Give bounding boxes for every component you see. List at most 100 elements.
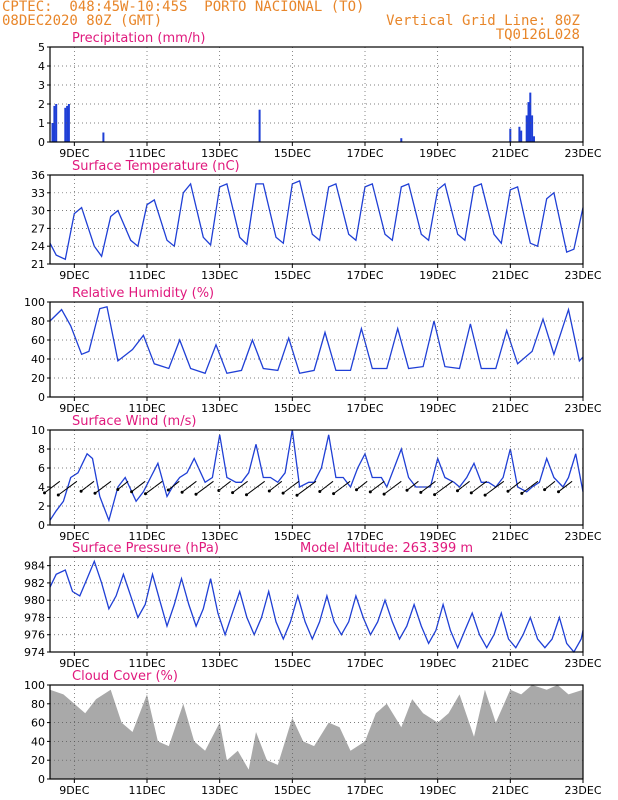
precip-bar bbox=[531, 115, 534, 142]
y-tick-label: 0 bbox=[38, 136, 45, 149]
wind-arrow bbox=[507, 480, 522, 492]
precip-bar bbox=[525, 115, 528, 142]
wind-arrow-head bbox=[368, 490, 372, 494]
header-grid-line: Vertical Grid Line: 80Z bbox=[386, 13, 580, 29]
x-tick-label: 11DEC bbox=[128, 147, 165, 160]
x-tick-label: 13DEC bbox=[201, 269, 238, 282]
cloud-cover-area bbox=[50, 685, 583, 779]
x-tick-label: 15DEC bbox=[274, 530, 311, 543]
wind-arrow-head bbox=[295, 493, 299, 497]
wind-arrow-head bbox=[355, 488, 358, 492]
y-tick-label: 6 bbox=[38, 462, 45, 475]
y-tick-label: 20 bbox=[31, 754, 45, 767]
y-tick-label: 20 bbox=[31, 372, 45, 385]
x-tick-label: 13DEC bbox=[201, 784, 238, 797]
panel-title: Surface Temperature (nC) bbox=[72, 159, 240, 174]
y-tick-label: 2 bbox=[38, 500, 45, 513]
wind-arrow-head bbox=[231, 491, 235, 495]
precip-bar bbox=[51, 123, 54, 142]
y-tick-label: 982 bbox=[24, 577, 45, 590]
wind-arrow-head bbox=[433, 493, 437, 497]
y-tick-label: 80 bbox=[31, 698, 45, 711]
panel-6 bbox=[47, 684, 584, 783]
wind-arrow-head bbox=[79, 489, 83, 493]
wind-arrow bbox=[117, 480, 129, 490]
wind-arrow bbox=[383, 480, 402, 495]
x-tick-label: 11DEC bbox=[128, 402, 165, 415]
y-tick-label: 2 bbox=[38, 98, 45, 111]
panel-4 bbox=[43, 429, 584, 529]
panel-frame bbox=[49, 174, 584, 265]
x-tick-label: 21DEC bbox=[492, 269, 529, 282]
y-tick-label: 978 bbox=[24, 611, 45, 624]
y-tick-label: 5 bbox=[38, 41, 45, 54]
panel-5 bbox=[47, 556, 584, 656]
wind-arrow bbox=[44, 480, 61, 494]
y-tick-label: 984 bbox=[24, 560, 45, 573]
precip-bar bbox=[400, 138, 403, 142]
x-tick-label: 9DEC bbox=[59, 147, 89, 160]
panel-annotation: Model Altitude: 263.399 m bbox=[300, 541, 473, 556]
x-tick-label: 15DEC bbox=[274, 147, 311, 160]
wind-arrow bbox=[145, 480, 163, 495]
x-tick-label: 13DEC bbox=[201, 402, 238, 415]
y-tick-label: 3 bbox=[38, 79, 45, 92]
wind-arrow-head bbox=[130, 490, 134, 494]
precip-bar bbox=[55, 104, 58, 142]
x-tick-label: 11DEC bbox=[128, 530, 165, 543]
x-tick-label: 11DEC bbox=[128, 269, 165, 282]
wind-arrow-head bbox=[267, 489, 271, 493]
wind-arrow-head bbox=[144, 492, 147, 496]
wind-arrow-head bbox=[520, 491, 524, 495]
x-tick-label: 17DEC bbox=[346, 530, 383, 543]
wind-arrow bbox=[181, 480, 197, 493]
panel-frame bbox=[49, 684, 584, 780]
wind-arrow-head bbox=[469, 491, 473, 495]
y-tick-label: 27 bbox=[31, 222, 45, 235]
panel-title: Surface Pressure (hPa) bbox=[72, 541, 219, 556]
wind-arrow-head bbox=[43, 491, 46, 495]
wind-arrow-head bbox=[483, 493, 487, 497]
x-tick-label: 21DEC bbox=[492, 402, 529, 415]
wind-arrow bbox=[58, 480, 78, 496]
wind-arrow bbox=[232, 480, 248, 493]
wind-arrow-head bbox=[419, 490, 423, 494]
wind-arrow-head bbox=[194, 492, 198, 496]
precip-bar bbox=[520, 130, 523, 142]
y-tick-label: 100 bbox=[24, 296, 45, 309]
wind-arrow bbox=[544, 480, 556, 490]
x-tick-label: 21DEC bbox=[492, 657, 529, 670]
panel-3 bbox=[47, 301, 584, 401]
y-tick-label: 100 bbox=[24, 679, 45, 692]
x-tick-label: 11DEC bbox=[128, 784, 165, 797]
y-tick-label: 24 bbox=[31, 240, 45, 253]
wind-arrow-head bbox=[332, 492, 336, 496]
x-tick-label: 21DEC bbox=[492, 530, 529, 543]
y-tick-label: 8 bbox=[38, 443, 45, 456]
x-tick-label: 13DEC bbox=[201, 657, 238, 670]
wind-arrow-head bbox=[180, 490, 184, 494]
panel-title: Surface Wind (m/s) bbox=[72, 414, 196, 429]
wind-arrow bbox=[319, 480, 334, 492]
wind-arrow-head bbox=[217, 489, 221, 492]
panel-frame bbox=[49, 301, 584, 398]
x-tick-label: 17DEC bbox=[346, 784, 383, 797]
precip-bar bbox=[527, 102, 530, 142]
y-tick-label: 40 bbox=[31, 353, 45, 366]
x-tick-label: 15DEC bbox=[274, 657, 311, 670]
panel-title: Cloud Cover (%) bbox=[72, 669, 178, 684]
y-tick-label: 80 bbox=[31, 315, 45, 328]
y-tick-label: 33 bbox=[31, 187, 45, 200]
wind-arrow bbox=[356, 480, 368, 491]
panel-frame bbox=[49, 46, 584, 143]
panel-1 bbox=[47, 46, 584, 146]
x-tick-label: 17DEC bbox=[346, 147, 383, 160]
x-tick-label: 9DEC bbox=[59, 657, 89, 670]
wind-arrow bbox=[296, 480, 317, 496]
wind-arrow-head bbox=[557, 490, 560, 494]
x-tick-label: 9DEC bbox=[59, 269, 89, 282]
y-tick-label: 10 bbox=[31, 424, 45, 437]
wind-arrow-head bbox=[56, 493, 60, 497]
y-tick-label: 30 bbox=[31, 205, 45, 218]
wind-speed-line bbox=[49, 429, 584, 523]
